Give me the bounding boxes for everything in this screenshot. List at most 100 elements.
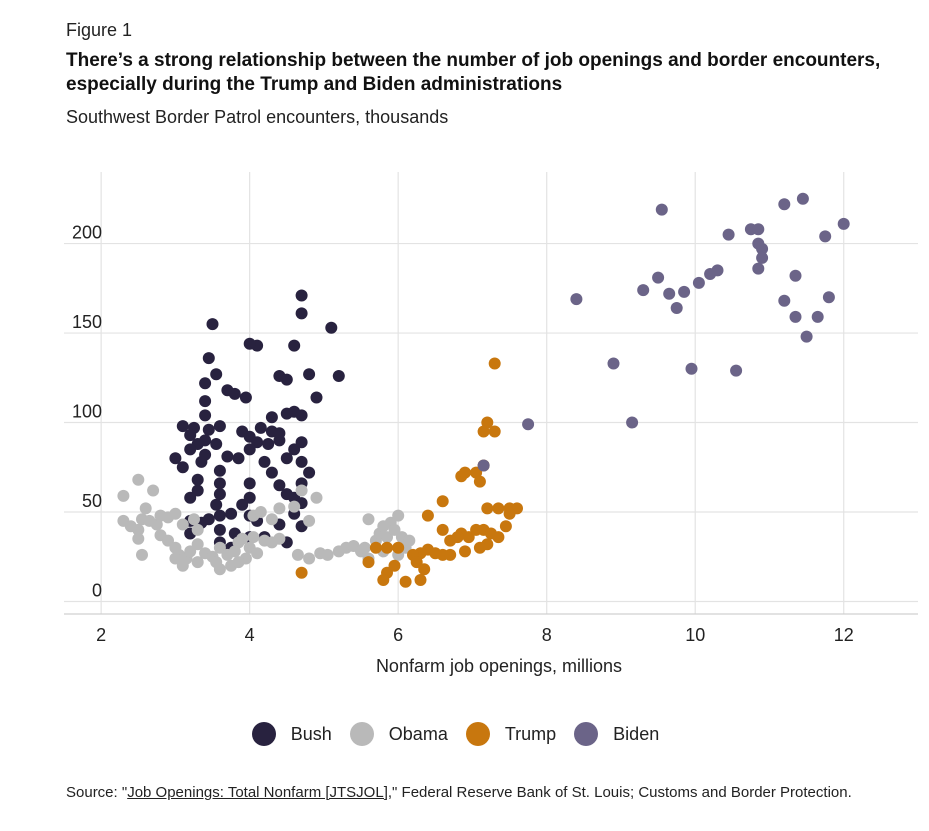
point-trump <box>503 507 516 520</box>
point-bush <box>169 452 182 465</box>
point-obama <box>228 545 241 558</box>
point-trump <box>410 556 423 569</box>
point-biden <box>752 223 765 236</box>
point-obama <box>321 548 334 561</box>
point-bush <box>221 450 234 463</box>
point-bush <box>325 321 338 334</box>
point-obama <box>310 491 323 504</box>
point-biden <box>789 310 802 323</box>
point-bush <box>288 339 301 352</box>
point-bush <box>213 464 226 477</box>
point-bush <box>265 411 278 424</box>
point-bush <box>295 307 308 320</box>
point-bush <box>202 352 215 365</box>
point-bush <box>213 509 226 522</box>
point-obama <box>132 473 145 486</box>
point-obama <box>392 509 405 522</box>
point-bush <box>191 484 204 497</box>
point-bush <box>303 368 316 381</box>
point-biden <box>692 276 705 289</box>
x-tick-label: 2 <box>96 625 106 645</box>
point-bush <box>213 488 226 501</box>
point-bush <box>228 387 241 400</box>
point-bush <box>225 507 238 520</box>
point-bush <box>295 455 308 468</box>
source-prefix: Source: " <box>66 784 128 801</box>
chart-subtitle: Southwest Border Patrol encounters, thou… <box>66 107 449 127</box>
point-trump <box>377 574 390 586</box>
point-biden <box>570 293 583 306</box>
legend-item-bush: Bush <box>251 722 332 746</box>
point-obama <box>136 548 148 561</box>
data-points <box>117 192 850 588</box>
source-link[interactable]: Job Openings: Total Nonfarm [JTSJOL] <box>127 784 388 801</box>
point-biden <box>670 302 683 314</box>
point-bush <box>280 373 293 386</box>
point-biden <box>663 287 676 300</box>
point-trump <box>473 475 486 488</box>
point-bush <box>213 523 226 536</box>
point-bush <box>195 455 208 468</box>
point-biden <box>730 364 743 377</box>
point-bush <box>184 429 197 442</box>
point-bush <box>254 421 267 434</box>
point-trump <box>462 531 475 544</box>
point-biden <box>652 271 665 284</box>
point-bush <box>258 455 271 468</box>
point-trump <box>492 502 505 515</box>
point-obama <box>139 502 152 515</box>
chart-title: There’s a strong relationship between th… <box>66 50 881 95</box>
point-trump <box>418 563 431 576</box>
point-trump <box>488 357 501 370</box>
point-biden <box>522 418 535 431</box>
point-bush <box>332 370 345 382</box>
point-bush <box>191 473 204 486</box>
point-biden <box>722 228 735 241</box>
point-trump <box>421 509 434 522</box>
point-bush <box>199 377 212 390</box>
point-trump <box>488 425 501 438</box>
legend-label: Bush <box>290 723 332 744</box>
point-bush <box>280 452 293 465</box>
x-tick-label: 4 <box>245 625 255 645</box>
point-biden <box>822 291 835 304</box>
point-trump <box>414 574 427 586</box>
point-obama <box>236 532 249 545</box>
point-bush <box>303 466 316 479</box>
point-bush <box>206 318 219 331</box>
point-trump <box>470 466 483 479</box>
point-trump <box>444 548 457 561</box>
point-biden <box>778 198 791 211</box>
point-bush <box>213 420 226 433</box>
point-obama <box>169 507 182 520</box>
point-trump <box>436 495 449 508</box>
y-tick-label: 200 <box>72 223 102 243</box>
point-bush <box>288 443 301 456</box>
series-trump <box>295 357 523 588</box>
figure-label: Figure 1 <box>66 20 133 40</box>
point-obama <box>132 523 145 536</box>
point-biden <box>800 330 813 343</box>
source-suffix: ," Federal Reserve Bank of St. Louis; Cu… <box>387 784 852 801</box>
series-biden <box>477 192 850 472</box>
point-obama <box>176 518 189 531</box>
point-obama <box>303 552 316 565</box>
point-bush <box>213 477 226 490</box>
point-bush <box>236 498 249 511</box>
point-bush <box>251 436 264 449</box>
x-tick-label: 10 <box>685 625 705 645</box>
point-biden <box>685 362 698 375</box>
point-obama <box>303 514 316 527</box>
point-obama <box>162 534 174 547</box>
point-bush <box>280 407 293 420</box>
grid-lines <box>64 172 918 615</box>
point-obama <box>251 547 264 560</box>
point-bush <box>243 491 256 504</box>
point-biden <box>752 262 765 275</box>
point-biden <box>607 357 620 370</box>
point-bush <box>243 337 256 350</box>
point-biden <box>819 230 832 243</box>
point-obama <box>403 534 416 547</box>
legend-swatch <box>465 722 490 746</box>
point-trump <box>481 502 494 515</box>
